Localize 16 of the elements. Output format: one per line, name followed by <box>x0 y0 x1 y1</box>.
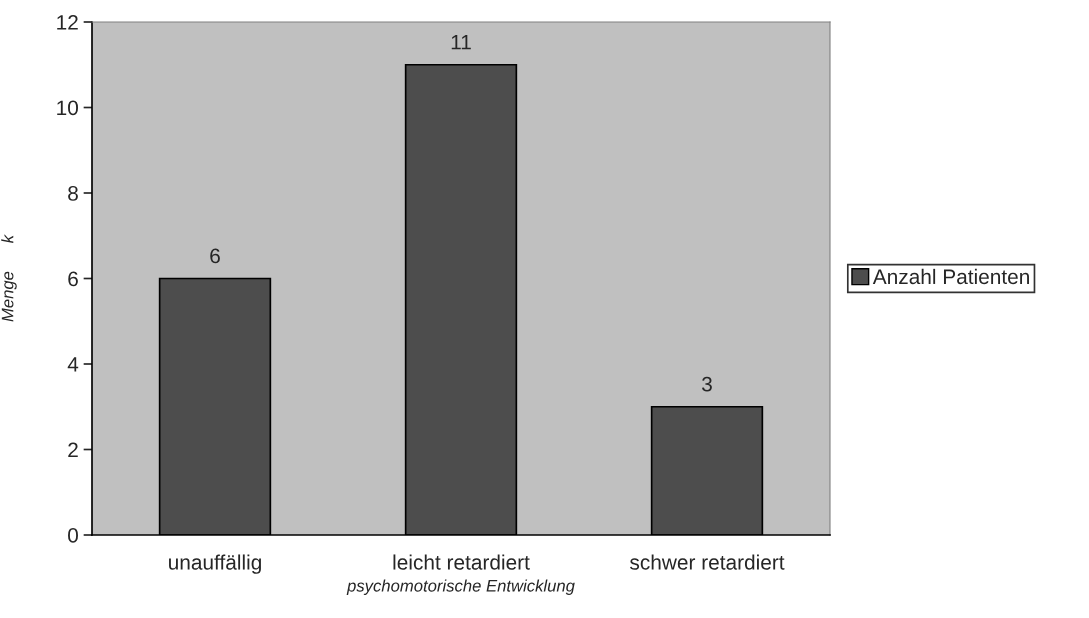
x-axis-title: psychomotorische Entwicklung <box>346 579 575 595</box>
y-tick-label: 2 <box>68 442 78 458</box>
y-tick-label: 6 <box>68 271 78 287</box>
data-label: 6 <box>210 248 220 264</box>
y-tick-label: 12 <box>57 15 78 30</box>
y-tick-label: 10 <box>57 100 78 116</box>
y-tick-label: 0 <box>68 528 78 543</box>
x-tick-label: schwer retardiert <box>630 554 785 570</box>
data-label: 3 <box>702 376 712 392</box>
x-tick-label: leicht retardiert <box>393 554 530 570</box>
y-tick-label: 8 <box>68 186 78 201</box>
y-axis-title: Menge k <box>1 234 17 322</box>
legend-label: Anzahl Patienten <box>872 268 1029 285</box>
data-label: 11 <box>451 34 471 50</box>
x-tick-label: unauffällig <box>169 554 261 574</box>
y-tick-label: 4 <box>67 357 79 372</box>
